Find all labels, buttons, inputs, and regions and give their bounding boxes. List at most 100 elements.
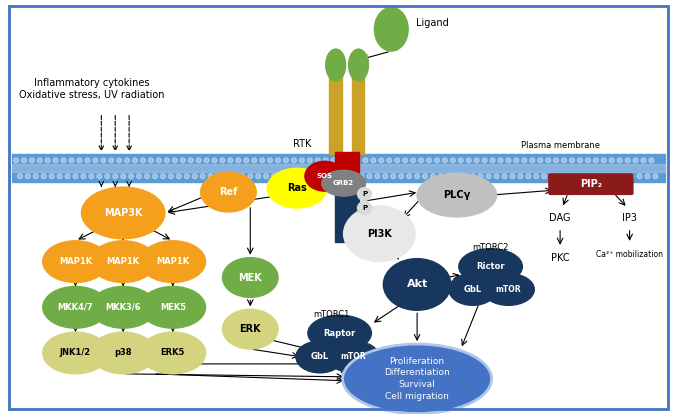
Ellipse shape — [208, 174, 213, 179]
Ellipse shape — [374, 7, 408, 51]
Ellipse shape — [423, 174, 427, 179]
Ellipse shape — [13, 158, 18, 163]
Ellipse shape — [498, 158, 503, 163]
Ellipse shape — [224, 174, 229, 179]
Ellipse shape — [348, 49, 369, 81]
Ellipse shape — [42, 286, 109, 328]
Ellipse shape — [22, 158, 26, 163]
Ellipse shape — [402, 158, 408, 163]
Ellipse shape — [156, 158, 161, 163]
Ellipse shape — [125, 158, 129, 163]
Ellipse shape — [387, 158, 392, 163]
Ellipse shape — [184, 174, 189, 179]
Ellipse shape — [431, 174, 435, 179]
Text: ERK: ERK — [239, 324, 261, 334]
Ellipse shape — [514, 158, 519, 163]
Ellipse shape — [228, 158, 233, 163]
Bar — [352, 65, 365, 154]
Ellipse shape — [427, 158, 431, 163]
Ellipse shape — [268, 158, 272, 163]
Ellipse shape — [97, 174, 102, 179]
Ellipse shape — [212, 158, 217, 163]
Ellipse shape — [272, 174, 276, 179]
Ellipse shape — [324, 158, 328, 163]
Ellipse shape — [339, 158, 344, 163]
Ellipse shape — [77, 158, 82, 163]
Ellipse shape — [42, 241, 109, 283]
Ellipse shape — [578, 158, 582, 163]
Ellipse shape — [483, 273, 534, 305]
Ellipse shape — [319, 174, 324, 179]
Ellipse shape — [173, 158, 177, 163]
Bar — [335, 182, 359, 242]
Ellipse shape — [140, 286, 206, 328]
Text: P: P — [362, 191, 367, 197]
Ellipse shape — [140, 241, 206, 283]
Text: IP3: IP3 — [622, 213, 637, 223]
Ellipse shape — [645, 174, 650, 179]
Ellipse shape — [315, 158, 320, 163]
Ellipse shape — [379, 158, 384, 163]
Text: Ras: Ras — [287, 183, 307, 193]
Ellipse shape — [625, 158, 630, 163]
Text: Ligand: Ligand — [416, 18, 449, 28]
Ellipse shape — [526, 174, 531, 179]
Ellipse shape — [192, 174, 197, 179]
Text: p38: p38 — [115, 349, 132, 357]
Ellipse shape — [342, 344, 491, 414]
Ellipse shape — [121, 174, 125, 179]
Ellipse shape — [383, 174, 388, 179]
Bar — [335, 152, 359, 184]
Ellipse shape — [117, 158, 122, 163]
Ellipse shape — [328, 341, 379, 373]
Ellipse shape — [248, 174, 253, 179]
Ellipse shape — [255, 174, 261, 179]
Ellipse shape — [26, 174, 30, 179]
Ellipse shape — [307, 158, 312, 163]
Ellipse shape — [148, 158, 154, 163]
Text: P: P — [362, 205, 367, 211]
Ellipse shape — [288, 174, 293, 179]
Ellipse shape — [90, 286, 156, 328]
Ellipse shape — [264, 174, 269, 179]
Ellipse shape — [152, 174, 158, 179]
Ellipse shape — [534, 174, 539, 179]
Bar — [12, 154, 665, 182]
Ellipse shape — [82, 187, 165, 239]
Text: JNK1/2: JNK1/2 — [60, 349, 91, 357]
Ellipse shape — [482, 158, 487, 163]
Ellipse shape — [597, 174, 603, 179]
Ellipse shape — [474, 158, 479, 163]
Text: MAP1K: MAP1K — [156, 257, 189, 266]
Ellipse shape — [305, 161, 344, 191]
Text: Inflammatory cytokines
Oxidative stress, UV radiation: Inflammatory cytokines Oxidative stress,… — [19, 78, 164, 100]
Ellipse shape — [321, 170, 365, 196]
Ellipse shape — [85, 158, 90, 163]
Ellipse shape — [81, 174, 86, 179]
Ellipse shape — [347, 158, 352, 163]
Ellipse shape — [57, 174, 62, 179]
Ellipse shape — [621, 174, 626, 179]
Ellipse shape — [593, 158, 599, 163]
Text: Ref: Ref — [219, 187, 238, 197]
Text: Ca²⁺ mobilization: Ca²⁺ mobilization — [596, 250, 663, 259]
Text: Raptor: Raptor — [324, 329, 356, 338]
Ellipse shape — [449, 273, 497, 305]
Ellipse shape — [291, 158, 297, 163]
Ellipse shape — [204, 158, 209, 163]
Ellipse shape — [93, 158, 98, 163]
Ellipse shape — [601, 158, 607, 163]
Ellipse shape — [137, 174, 142, 179]
Ellipse shape — [200, 174, 205, 179]
Text: GbL: GbL — [311, 352, 329, 361]
Text: MAP1K: MAP1K — [106, 257, 140, 266]
Ellipse shape — [589, 174, 594, 179]
Ellipse shape — [641, 158, 646, 163]
Text: Plasma membrane: Plasma membrane — [520, 142, 600, 150]
Ellipse shape — [375, 174, 380, 179]
Ellipse shape — [45, 158, 50, 163]
Ellipse shape — [355, 158, 360, 163]
Ellipse shape — [458, 158, 463, 163]
Ellipse shape — [419, 158, 423, 163]
Ellipse shape — [359, 174, 364, 179]
